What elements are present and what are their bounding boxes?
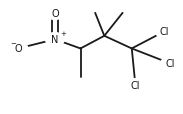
Ellipse shape [155, 25, 174, 39]
Text: O: O [51, 9, 59, 19]
Text: Cl: Cl [131, 81, 140, 90]
Text: +: + [60, 31, 66, 37]
Text: Cl: Cl [160, 27, 169, 37]
Ellipse shape [9, 42, 28, 56]
Text: O: O [14, 44, 22, 54]
Text: N: N [51, 35, 59, 45]
Ellipse shape [45, 7, 64, 20]
Text: Cl: Cl [165, 59, 175, 69]
Ellipse shape [161, 57, 180, 70]
Ellipse shape [45, 33, 64, 47]
Ellipse shape [126, 79, 145, 92]
Text: −: − [10, 41, 16, 47]
